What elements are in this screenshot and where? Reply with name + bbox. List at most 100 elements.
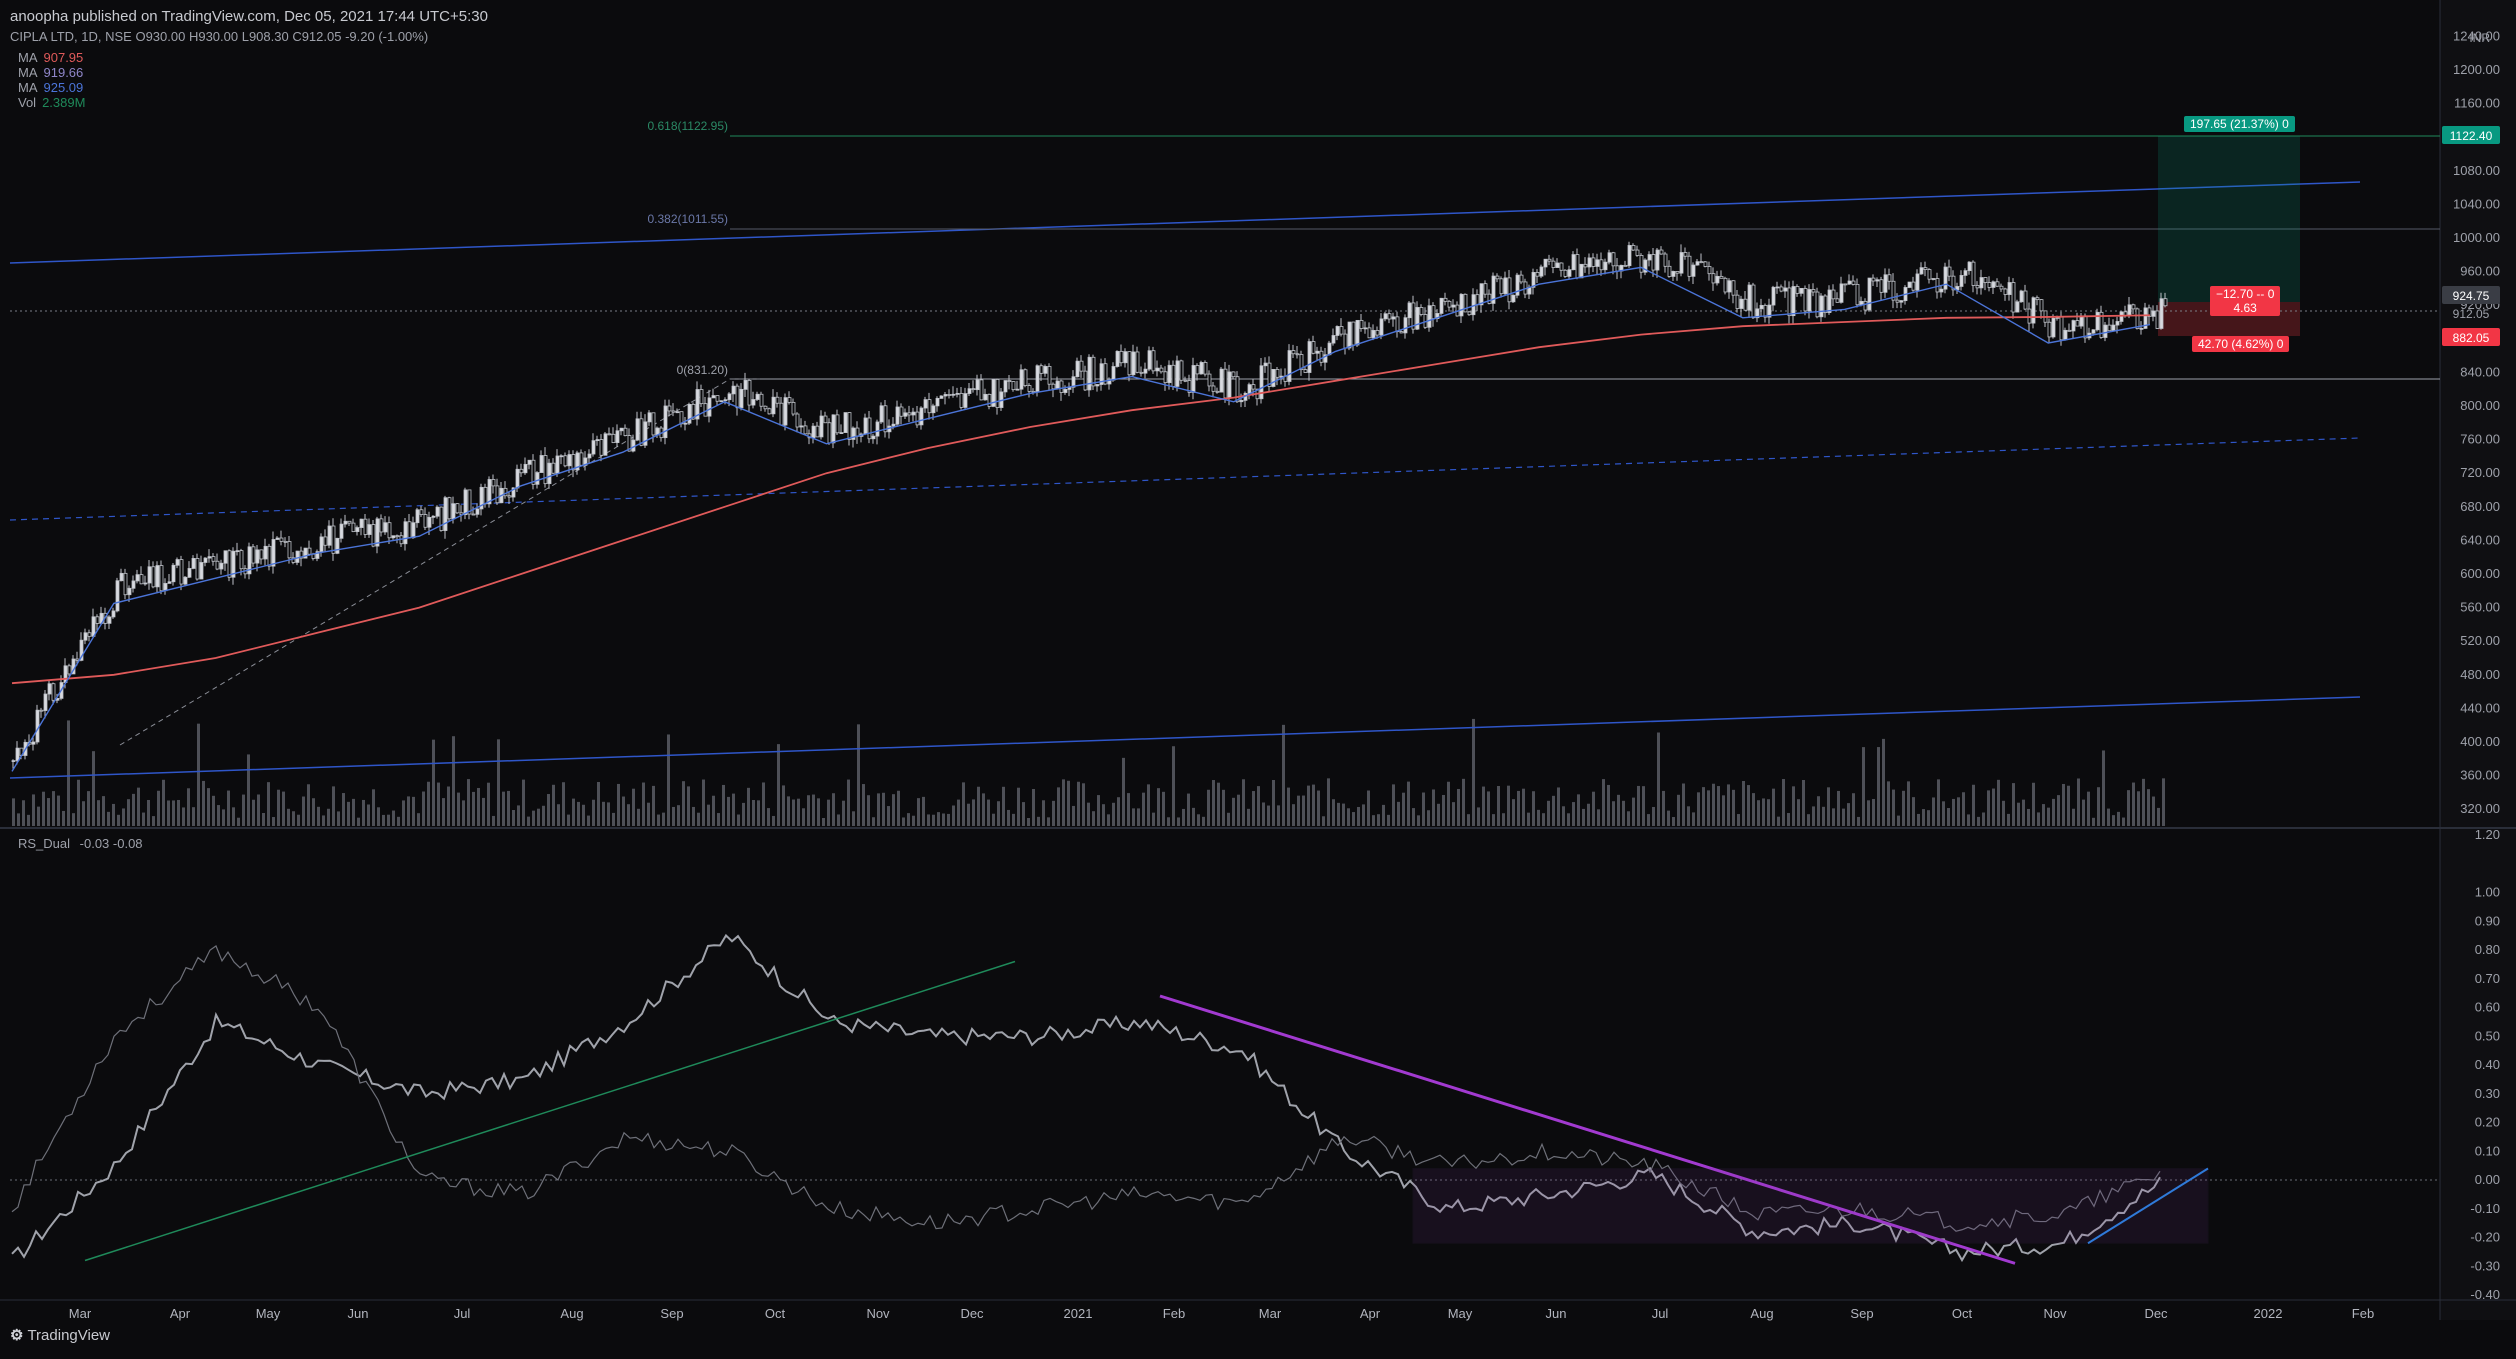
candle-body	[743, 379, 748, 390]
volume-bar	[1567, 813, 1570, 826]
candle-body	[1911, 281, 1916, 291]
volume-bar	[1132, 808, 1135, 826]
candle-body	[411, 522, 416, 539]
candle-body	[1775, 286, 1780, 289]
candle-body	[283, 540, 288, 543]
indicator-axis-tick: 0.70	[2475, 971, 2500, 986]
candle-body	[1087, 356, 1092, 391]
candle-body	[1607, 252, 1612, 263]
volume-bar	[342, 793, 345, 826]
volume-bar	[1982, 812, 1985, 826]
candle-body	[51, 683, 56, 701]
volume-bar	[1217, 782, 1220, 826]
candle-body	[711, 395, 716, 399]
candle-body	[275, 537, 280, 540]
candle-body	[691, 403, 696, 420]
candle-body	[1587, 257, 1592, 268]
candle-body	[1171, 364, 1176, 387]
candle-body	[95, 616, 100, 624]
candle-body	[987, 393, 992, 407]
volume-bar	[1432, 789, 1435, 826]
volume-bar	[1462, 778, 1465, 826]
candle-body	[891, 423, 896, 427]
candle-body	[255, 549, 260, 564]
volume-bar	[922, 796, 925, 826]
candle-body	[835, 414, 840, 434]
stop-label[interactable]: 42.70 (4.62%) 0	[2192, 336, 2290, 352]
mid-label[interactable]: −12.70 -- 0 4.63	[2210, 286, 2281, 316]
candle-body	[751, 399, 756, 406]
candle-body	[487, 479, 492, 505]
volume-bar	[1327, 778, 1330, 826]
candle-body	[895, 406, 900, 425]
candle-body	[1223, 368, 1228, 399]
time-axis-tick: Oct	[1952, 1306, 1973, 1321]
indicator-green-trendline	[84, 960, 1016, 1262]
ma3-row[interactable]: MA 925.09	[18, 80, 85, 95]
candle-body	[1755, 308, 1760, 319]
volume-bar	[1142, 792, 1145, 826]
price-axis-tick: 840.00	[2460, 364, 2500, 379]
ma2-row[interactable]: MA 919.66	[18, 65, 85, 80]
candle-body	[1623, 264, 1628, 267]
candle-body	[2071, 320, 2076, 332]
target-label[interactable]: 197.65 (21.37%) 0	[2184, 116, 2295, 132]
volume-bar	[212, 795, 215, 826]
header: anoopha published on TradingView.com, De…	[10, 8, 488, 44]
volume-bar	[1842, 808, 1845, 826]
volume-bar	[712, 795, 715, 826]
volume-bar	[987, 799, 990, 826]
volume-bar	[1302, 795, 1305, 826]
candle-body	[1891, 280, 1896, 301]
candle-body	[2015, 301, 2020, 313]
candle-body	[375, 518, 380, 547]
volume-bar	[1922, 809, 1925, 826]
volume-bar	[877, 793, 880, 826]
volume-bar	[457, 792, 460, 826]
volume-bar	[492, 815, 495, 826]
time-axis-tick: Aug	[560, 1306, 583, 1321]
volume-bar	[737, 814, 740, 826]
candle-body	[1331, 335, 1336, 344]
indicator-legend[interactable]: RS_Dual -0.03 -0.08	[18, 836, 143, 851]
volume-bar	[722, 784, 725, 826]
candle-body	[1079, 360, 1084, 372]
volume-bar	[1847, 803, 1850, 826]
indicator-axis-tick: 0.30	[2475, 1086, 2500, 1101]
indicator-axis-tick: 0.90	[2475, 913, 2500, 928]
candle-body	[607, 433, 612, 436]
volume-bar	[1702, 787, 1705, 826]
candle-body	[1783, 287, 1788, 292]
candle-body	[1999, 285, 2004, 290]
volume-bar	[72, 813, 75, 826]
volume-bar	[1407, 781, 1410, 826]
volume-bar	[277, 789, 280, 826]
volume-bar	[2047, 807, 2050, 826]
candle-body	[1211, 385, 1216, 392]
candle-body	[1739, 298, 1744, 309]
volume-bar	[12, 798, 15, 826]
candle-body	[535, 472, 540, 485]
volume-bar	[1287, 787, 1290, 826]
volume-bar	[1367, 790, 1370, 826]
volume-bar	[1007, 809, 1010, 826]
volume-bar	[252, 799, 255, 826]
price-axis-tick: 1160.00	[2454, 96, 2500, 111]
ma1-row[interactable]: MA 907.95	[18, 50, 85, 65]
volume-bar	[1187, 793, 1190, 826]
volume-bar	[2142, 778, 2145, 826]
candle-body	[803, 425, 808, 435]
candle-body	[2155, 310, 2160, 329]
volume-bar	[1882, 738, 1885, 826]
vol-row[interactable]: Vol 2.389M	[18, 95, 85, 110]
candle-body	[1659, 249, 1664, 255]
volume-bar	[1122, 757, 1125, 826]
volume-bar	[537, 808, 540, 826]
indicator-purple-trendline	[1159, 994, 2016, 1265]
footer-brand[interactable]: TradingView	[27, 1327, 110, 1344]
candle-body	[851, 427, 856, 440]
candle-body	[1555, 262, 1560, 268]
volume-bar	[1767, 799, 1770, 826]
volume-bar	[742, 802, 745, 826]
